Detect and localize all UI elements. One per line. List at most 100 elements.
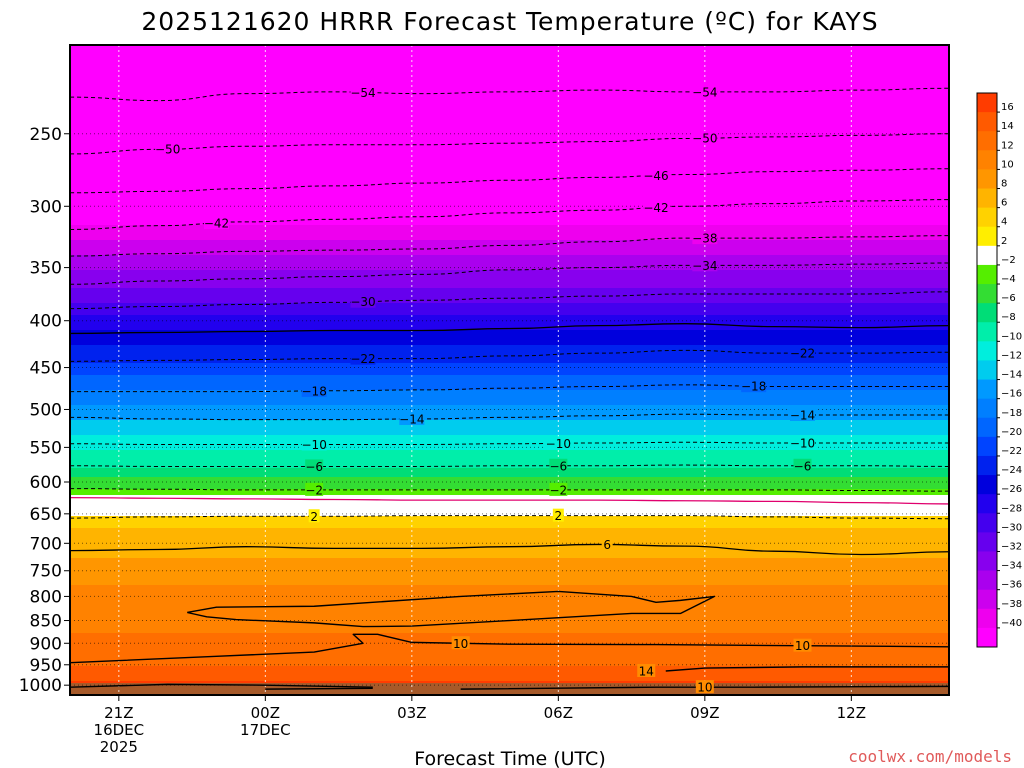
temperature-band xyxy=(70,144,949,148)
temperature-band xyxy=(70,426,949,430)
temperature-band xyxy=(70,210,949,214)
temperature-band xyxy=(70,102,949,106)
temperature-band xyxy=(70,678,949,682)
temperature-band xyxy=(70,474,949,478)
temperature-band xyxy=(70,132,949,136)
temperature-band xyxy=(70,93,949,97)
temperature-band xyxy=(70,579,949,583)
y-tick-label: 700 xyxy=(30,534,62,554)
temperature-band xyxy=(70,342,949,346)
colorbar-swatch xyxy=(977,627,997,648)
temperature-band xyxy=(70,333,949,337)
contour-line-14 xyxy=(70,683,373,688)
colorbar-tick-label: −40 xyxy=(1001,618,1022,629)
temperature-band xyxy=(70,189,949,193)
temperature-band xyxy=(70,417,949,421)
temperature-band xyxy=(70,288,949,292)
temperature-band xyxy=(70,444,949,448)
contour-label-bg xyxy=(790,346,815,360)
temperature-band xyxy=(70,63,949,67)
temperature-band xyxy=(70,75,949,79)
temperature-band xyxy=(70,624,949,628)
temperature-band xyxy=(70,582,949,586)
temperature-band xyxy=(70,192,949,196)
contour-line-10 xyxy=(70,633,949,664)
temperature-band xyxy=(70,243,949,247)
colorbar-swatch xyxy=(977,264,997,285)
colorbar-swatch xyxy=(977,245,997,266)
temperature-band xyxy=(70,297,949,301)
contour-label-bg xyxy=(308,509,320,523)
contour-label-bg xyxy=(643,168,669,182)
temperature-band xyxy=(70,666,949,670)
temperature-band xyxy=(70,531,949,535)
temperature-band xyxy=(70,282,949,286)
temperature-band xyxy=(70,375,949,379)
colorbar-swatch xyxy=(977,322,997,342)
temperature-band xyxy=(70,96,949,100)
temperature-band xyxy=(70,522,949,526)
temperature-band xyxy=(70,357,949,361)
temperature-band xyxy=(70,366,949,370)
temperature-band xyxy=(70,630,949,634)
temperature-band xyxy=(70,117,949,121)
temperature-band xyxy=(70,513,949,517)
temperature-band xyxy=(70,318,949,322)
temperature-band xyxy=(70,120,949,124)
x-tick-label: 2025 xyxy=(100,738,138,756)
contour-label-bg xyxy=(692,131,718,145)
contour-label: −10 xyxy=(302,438,327,452)
temperature-band xyxy=(70,54,949,58)
temperature-band xyxy=(70,369,949,373)
temperature-band xyxy=(70,324,949,328)
temperature-band xyxy=(70,645,949,649)
temperature-band xyxy=(70,576,949,580)
temperature-band xyxy=(70,408,949,412)
y-tick-label: 1000 xyxy=(19,676,62,696)
x-tick-label: 17DEC xyxy=(240,721,291,739)
colorbar-tick-label: −16 xyxy=(1001,389,1022,400)
temperature-band xyxy=(70,420,949,424)
colorbar-tick-label: −18 xyxy=(1001,408,1022,419)
colorbar-tick-label: −2 xyxy=(1001,255,1016,266)
temperature-band xyxy=(70,258,949,262)
temperature-band xyxy=(70,672,949,676)
temperature-band xyxy=(70,399,949,403)
contour-line-10 xyxy=(187,590,716,628)
y-tick-label: 250 xyxy=(30,125,62,145)
temperature-band xyxy=(70,204,949,208)
temperature-band xyxy=(70,276,949,280)
temperature-band xyxy=(70,405,949,409)
temperature-band xyxy=(70,597,949,601)
temperature-band xyxy=(70,279,949,283)
contour-label: −54 xyxy=(350,86,375,100)
temperature-band xyxy=(70,681,949,685)
colorbar: 16 14 12 10 8 6 4 2 −2 −4 −6 −8 −10 −12 −14 −16 −18 −20 −2… xyxy=(976,92,1022,648)
temperature-band xyxy=(70,570,949,574)
colorbar-tick-label: −22 xyxy=(1001,446,1022,457)
temperature-band xyxy=(70,618,949,622)
temperature-band xyxy=(70,48,949,52)
temperature-band xyxy=(70,669,949,673)
colorbar-swatch xyxy=(977,436,997,457)
temperature-band xyxy=(70,306,949,310)
temperature-band xyxy=(70,147,949,151)
colorbar-tick-label: 2 xyxy=(1001,236,1007,247)
y-tick-label: 500 xyxy=(30,400,62,420)
colorbar-tick-label: −10 xyxy=(1001,331,1022,342)
temperature-band xyxy=(70,234,949,238)
colorbar-tick-label: −14 xyxy=(1001,370,1022,381)
colorbar-tick-label: 14 xyxy=(1001,121,1014,132)
contour-label: 2 xyxy=(310,510,318,524)
colorbar-swatch xyxy=(977,150,997,170)
temperature-band xyxy=(70,423,949,427)
temperature-band xyxy=(70,345,949,349)
temperature-band xyxy=(70,390,949,394)
temperature-band xyxy=(70,429,949,433)
temperature-band xyxy=(70,195,949,199)
contour-label-bg xyxy=(695,680,714,694)
temperature-band xyxy=(70,564,949,568)
y-tick-label: 900 xyxy=(30,634,62,654)
x-tick-label: 00Z xyxy=(251,704,280,722)
